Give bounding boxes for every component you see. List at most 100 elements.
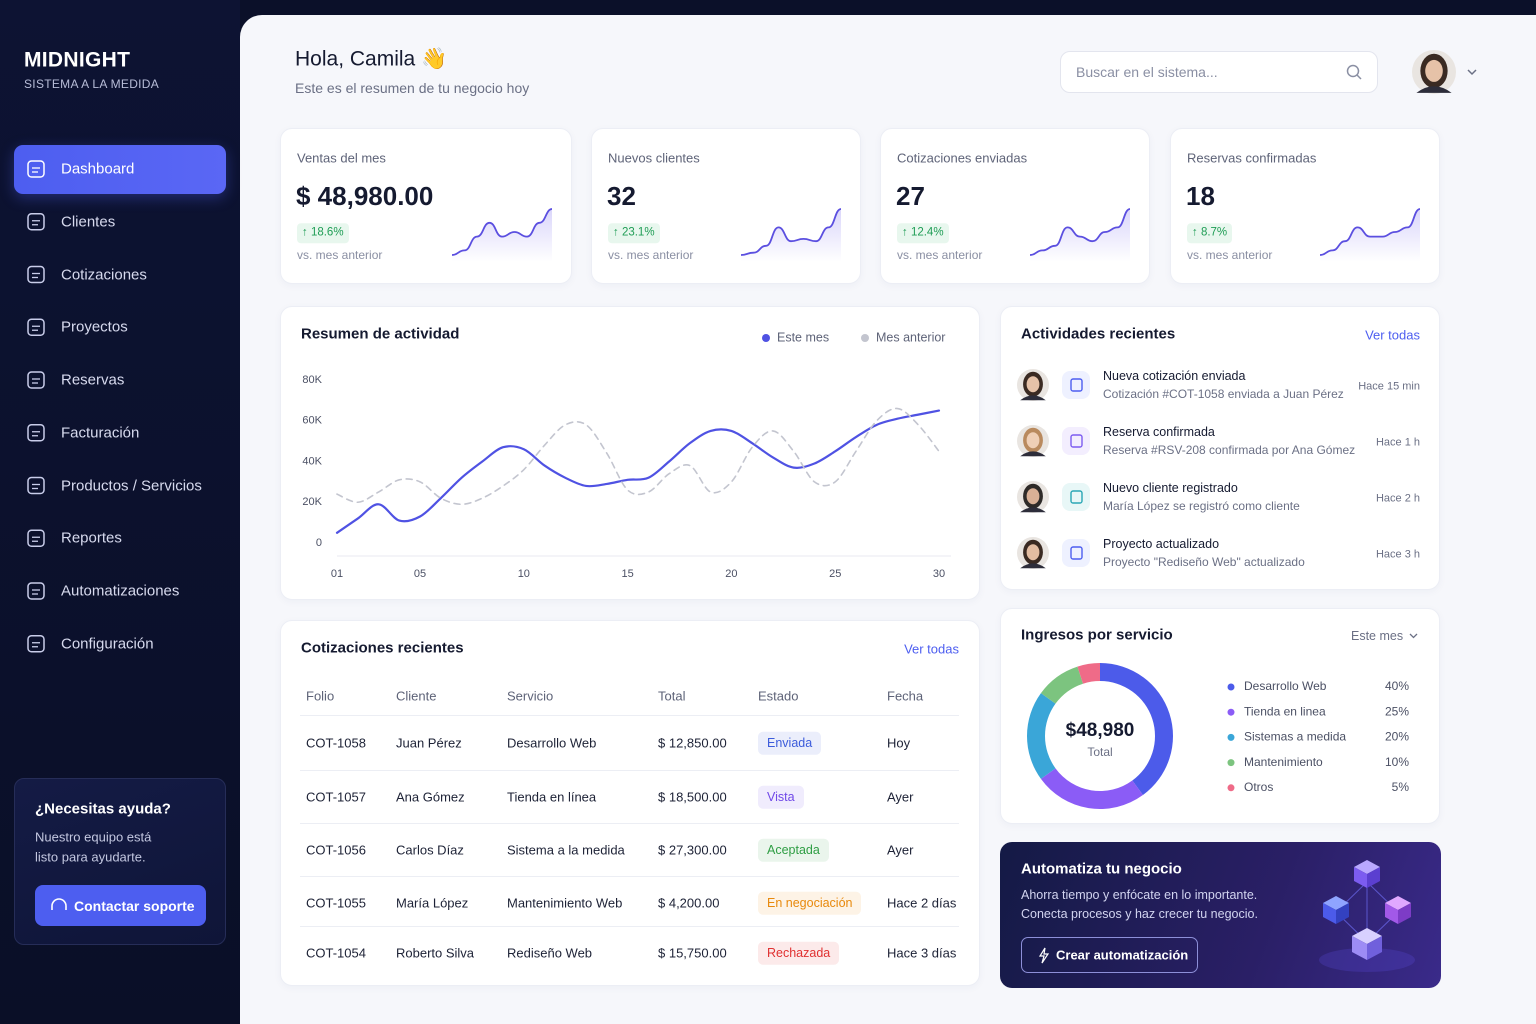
quotes-card	[280, 620, 980, 986]
status-pill: Aceptada	[758, 838, 829, 862]
activity-detail: Proyecto "Rediseño Web" actualizado	[1103, 555, 1305, 569]
quotes-title: Cotizaciones recientes	[301, 639, 464, 657]
cell: Sistema a la medida	[507, 842, 625, 858]
nav-item[interactable]: Facturación	[61, 424, 140, 442]
activities-link[interactable]: Ver todas	[1365, 327, 1420, 343]
cell: Hace 3 días	[887, 945, 957, 961]
cell: Ayer	[887, 842, 914, 858]
chart-title: Resumen de actividad	[301, 325, 460, 343]
brand: MIDNIGHT	[24, 48, 131, 72]
cell: $ 27,300.00	[658, 842, 727, 858]
row-rule	[300, 770, 959, 771]
cell: Carlos Díaz	[396, 842, 464, 858]
activity-detail: Cotización #COT-1058 enviada a Juan Pére…	[1103, 387, 1344, 401]
column-header: Servicio	[507, 688, 554, 704]
activity-title: Nueva cotización enviada	[1103, 368, 1246, 383]
automation-button[interactable]	[1021, 937, 1198, 973]
activity-time: Hace 15 min	[1358, 380, 1420, 393]
activity-title: Reserva confirmada	[1103, 424, 1215, 439]
activity-time: Hace 1 h	[1375, 436, 1420, 449]
status-pill: En negociación	[758, 891, 862, 915]
kpi-label: Nuevos clientes	[608, 150, 700, 166]
nav-item[interactable]: Dashboard	[61, 160, 135, 178]
automation-banner	[1000, 842, 1441, 988]
cell: $ 4,200.00	[658, 895, 720, 911]
nav-item[interactable]: Proyectos	[61, 318, 128, 336]
cell: Ayer	[887, 789, 914, 805]
cell: $ 18,500.00	[658, 789, 727, 805]
kpi-value: 27	[896, 181, 925, 211]
cell: Juan Pérez	[396, 735, 462, 751]
cell: $ 15,750.00	[658, 945, 727, 961]
cell: Rediseño Web	[507, 945, 593, 961]
column-header: Fecha	[887, 688, 924, 704]
income-period[interactable]: Este mes	[1351, 628, 1404, 643]
tagline: SISTEMA A LA MEDIDA	[24, 77, 160, 91]
help-button-label[interactable]: Contactar soporte	[74, 898, 195, 914]
kpi-change: ↑ 23.1%	[608, 223, 660, 243]
cell: Mantenimiento Web	[507, 895, 623, 911]
nav-item[interactable]: Configuración	[61, 635, 154, 653]
nav-item[interactable]: Automatizaciones	[61, 582, 180, 600]
status-pill: Enviada	[758, 731, 822, 755]
cell: COT-1054	[306, 945, 366, 961]
help-text: listo para ayudarte.	[35, 849, 146, 865]
kpi-change: ↑ 18.6%	[297, 223, 349, 243]
row-rule	[300, 823, 959, 824]
activity-detail: María López se registró como cliente	[1103, 499, 1300, 513]
kpi-note: vs. mes anterior	[897, 248, 983, 262]
nav-item[interactable]: Reservas	[61, 371, 125, 389]
kpi-note: vs. mes anterior	[1187, 248, 1273, 262]
automation-illustration	[1319, 860, 1415, 972]
kpi-change: ↑ 12.4%	[897, 223, 949, 243]
automation-button-label[interactable]: Crear automatización	[1056, 947, 1189, 963]
kpi-label: Cotizaciones enviadas	[897, 150, 1028, 166]
cell: Hace 2 días	[887, 895, 957, 911]
cell: COT-1055	[306, 895, 366, 911]
top-band	[240, 0, 1536, 15]
activity-card	[280, 306, 980, 600]
activities-title: Actividades recientes	[1021, 325, 1176, 343]
search-box[interactable]	[1060, 51, 1378, 93]
cell: Roberto Silva	[396, 945, 475, 961]
search-placeholder[interactable]: Buscar en el sistema...	[1076, 64, 1218, 80]
help-title: ¿Necesitas ayuda?	[35, 800, 171, 818]
activity-title: Nuevo cliente registrado	[1103, 480, 1238, 495]
cell: Desarrollo Web	[507, 735, 597, 751]
income-title: Ingresos por servicio	[1021, 626, 1173, 644]
activity-title: Proyecto actualizado	[1103, 536, 1220, 551]
greeting: Hola, Camila 👋	[295, 47, 448, 71]
kpi-value: $ 48,980.00	[296, 181, 434, 211]
cell: Hoy	[887, 735, 911, 751]
row-rule	[300, 876, 959, 877]
kpi-change: ↑ 8.7%	[1187, 223, 1233, 243]
kpi-value: 18	[1186, 181, 1215, 211]
nav-item[interactable]: Clientes	[61, 213, 116, 231]
cell: María López	[396, 895, 469, 911]
cell: Ana Gómez	[396, 789, 465, 805]
cell: Tienda en línea	[507, 789, 597, 805]
help-text: Nuestro equipo está	[35, 829, 152, 845]
kpi-value: 32	[607, 181, 636, 211]
nav-active[interactable]	[14, 144, 226, 194]
status-pill: Rechazada	[758, 941, 840, 965]
cell: COT-1058	[306, 735, 366, 751]
activity-detail: Reserva #RSV-208 confirmada por Ana Góme…	[1103, 443, 1356, 457]
automation-title: Automatiza tu negocio	[1021, 860, 1182, 878]
column-header: Estado	[758, 688, 799, 704]
column-header: Folio	[306, 688, 335, 704]
nav-item[interactable]: Productos / Servicios	[61, 477, 202, 494]
automation-text: Ahorra tiempo y enfócate en lo important…	[1021, 887, 1258, 902]
quotes-link[interactable]: Ver todas	[904, 641, 959, 657]
cell: $ 12,850.00	[658, 735, 727, 751]
nav-item[interactable]: Cotizaciones	[61, 266, 147, 283]
status-pill: Vista	[758, 785, 804, 809]
activity-time: Hace 3 h	[1375, 548, 1420, 561]
subtitle: Este es el resumen de tu negocio hoy	[295, 80, 530, 96]
column-header: Cliente	[396, 688, 437, 704]
row-rule	[300, 926, 959, 927]
nav-item[interactable]: Reportes	[61, 529, 122, 547]
kpi-label: Reservas confirmadas	[1187, 150, 1317, 166]
